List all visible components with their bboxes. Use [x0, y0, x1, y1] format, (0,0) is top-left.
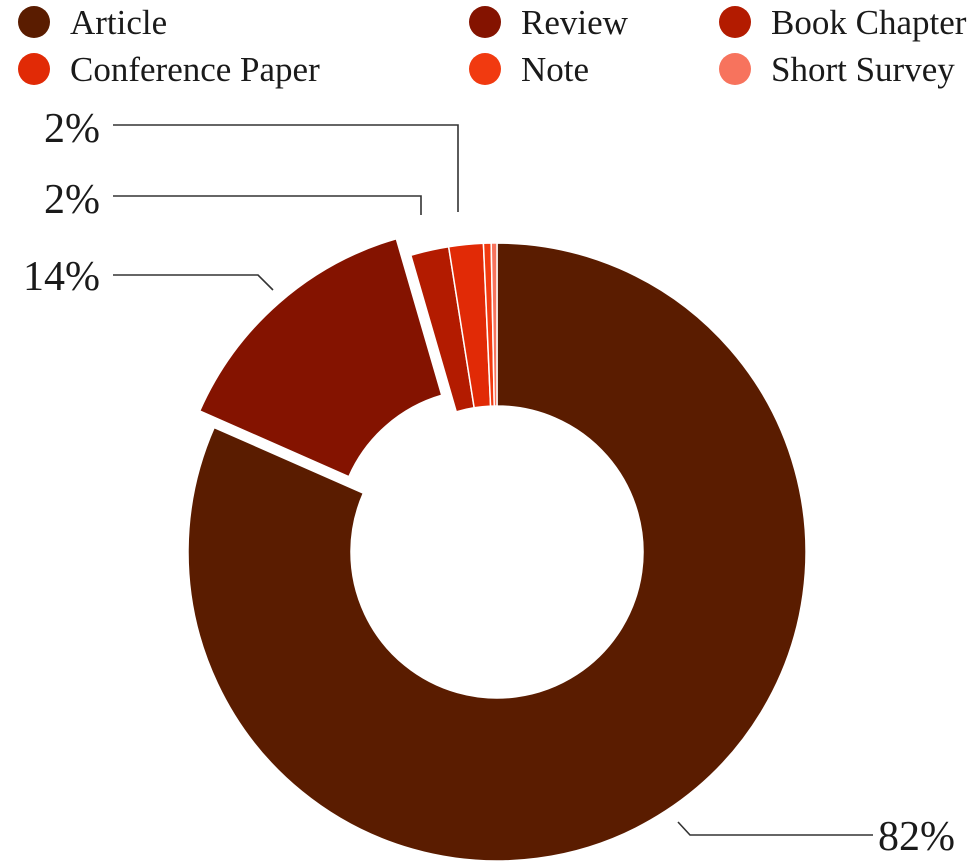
legend-marker-review — [469, 6, 501, 38]
leader-line-conference-paper — [113, 124, 459, 212]
legend-marker-conference-paper — [18, 53, 50, 85]
leader-lines — [113, 124, 873, 836]
legend-label-review: Review — [521, 3, 629, 42]
data-label-review: 14% — [23, 254, 100, 300]
legend-item-book-chapter: Book Chapter — [719, 3, 967, 42]
legend: Article Review Book Chapter Conference Pape… — [18, 3, 967, 89]
legend-item-conference-paper: Conference Paper — [18, 50, 320, 89]
legend-marker-note — [469, 53, 501, 85]
legend-label-note: Note — [521, 50, 589, 89]
donut-slices — [187, 237, 807, 862]
legend-item-short-survey: Short Survey — [719, 50, 955, 89]
legend-label-conference-paper: Conference Paper — [70, 50, 320, 89]
leader-line-review — [113, 274, 274, 291]
leader-line-article — [677, 821, 873, 836]
legend-marker-short-survey — [719, 53, 751, 85]
slice-review — [198, 237, 443, 478]
legend-label-article: Article — [70, 3, 167, 42]
legend-marker-book-chapter — [719, 6, 751, 38]
legend-marker-article — [18, 6, 50, 38]
legend-item-review: Review — [469, 3, 629, 42]
legend-label-short-survey: Short Survey — [771, 50, 955, 89]
data-labels: 82% 14% 2% 2% — [23, 106, 955, 860]
leader-line-book-chapter — [113, 195, 422, 215]
legend-label-book-chapter: Book Chapter — [771, 3, 967, 42]
data-label-article: 82% — [878, 814, 955, 860]
legend-item-note: Note — [469, 50, 589, 89]
slice-article — [187, 242, 807, 862]
slice-short-survey — [490, 242, 498, 407]
legend-item-article: Article — [18, 3, 167, 42]
data-label-book-chapter: 2% — [44, 177, 100, 223]
data-label-conference-paper: 2% — [44, 106, 100, 152]
